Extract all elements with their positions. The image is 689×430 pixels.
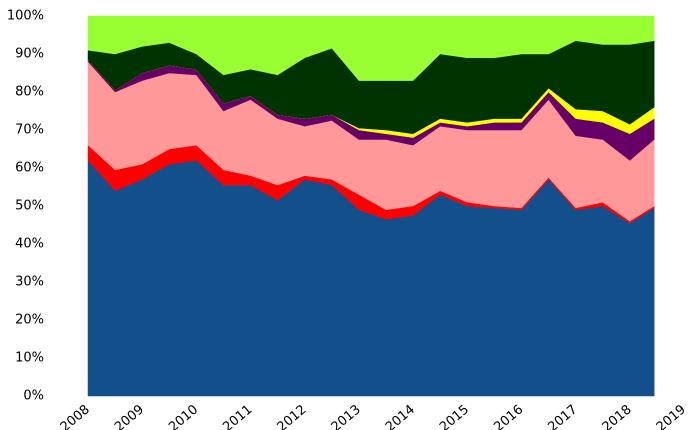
- y-tick-label: 100%: [7, 9, 44, 24]
- x-tick-label: 2014: [383, 402, 418, 430]
- x-tick-label: 2012: [275, 402, 310, 430]
- x-tick-label: 2010: [166, 402, 201, 430]
- x-tick-label: 2011: [220, 402, 255, 430]
- y-tick-label: 90%: [15, 47, 44, 62]
- area: [87, 15, 655, 81]
- x-tick-label: 2013: [329, 402, 364, 430]
- y-tick-label: 80%: [15, 85, 44, 100]
- y-tick-label: 50%: [15, 199, 44, 214]
- y-tick-label: 60%: [15, 161, 44, 176]
- y-tick-label: 40%: [15, 237, 44, 252]
- x-tick-label: 2016: [491, 402, 526, 430]
- x-tick-label: 2008: [58, 402, 93, 430]
- x-tick-label: 2019: [654, 402, 689, 430]
- x-tick-label: 2015: [437, 402, 472, 430]
- y-tick-label: 0%: [23, 389, 44, 404]
- x-tick-label: 2017: [545, 402, 580, 430]
- x-tick-label: 2009: [112, 402, 147, 430]
- y-tick-label: 30%: [15, 275, 44, 290]
- y-tick-label: 70%: [15, 123, 44, 138]
- y-tick-label: 10%: [15, 351, 44, 366]
- y-tick-label: 20%: [15, 313, 44, 328]
- x-tick-label: 2018: [600, 402, 635, 430]
